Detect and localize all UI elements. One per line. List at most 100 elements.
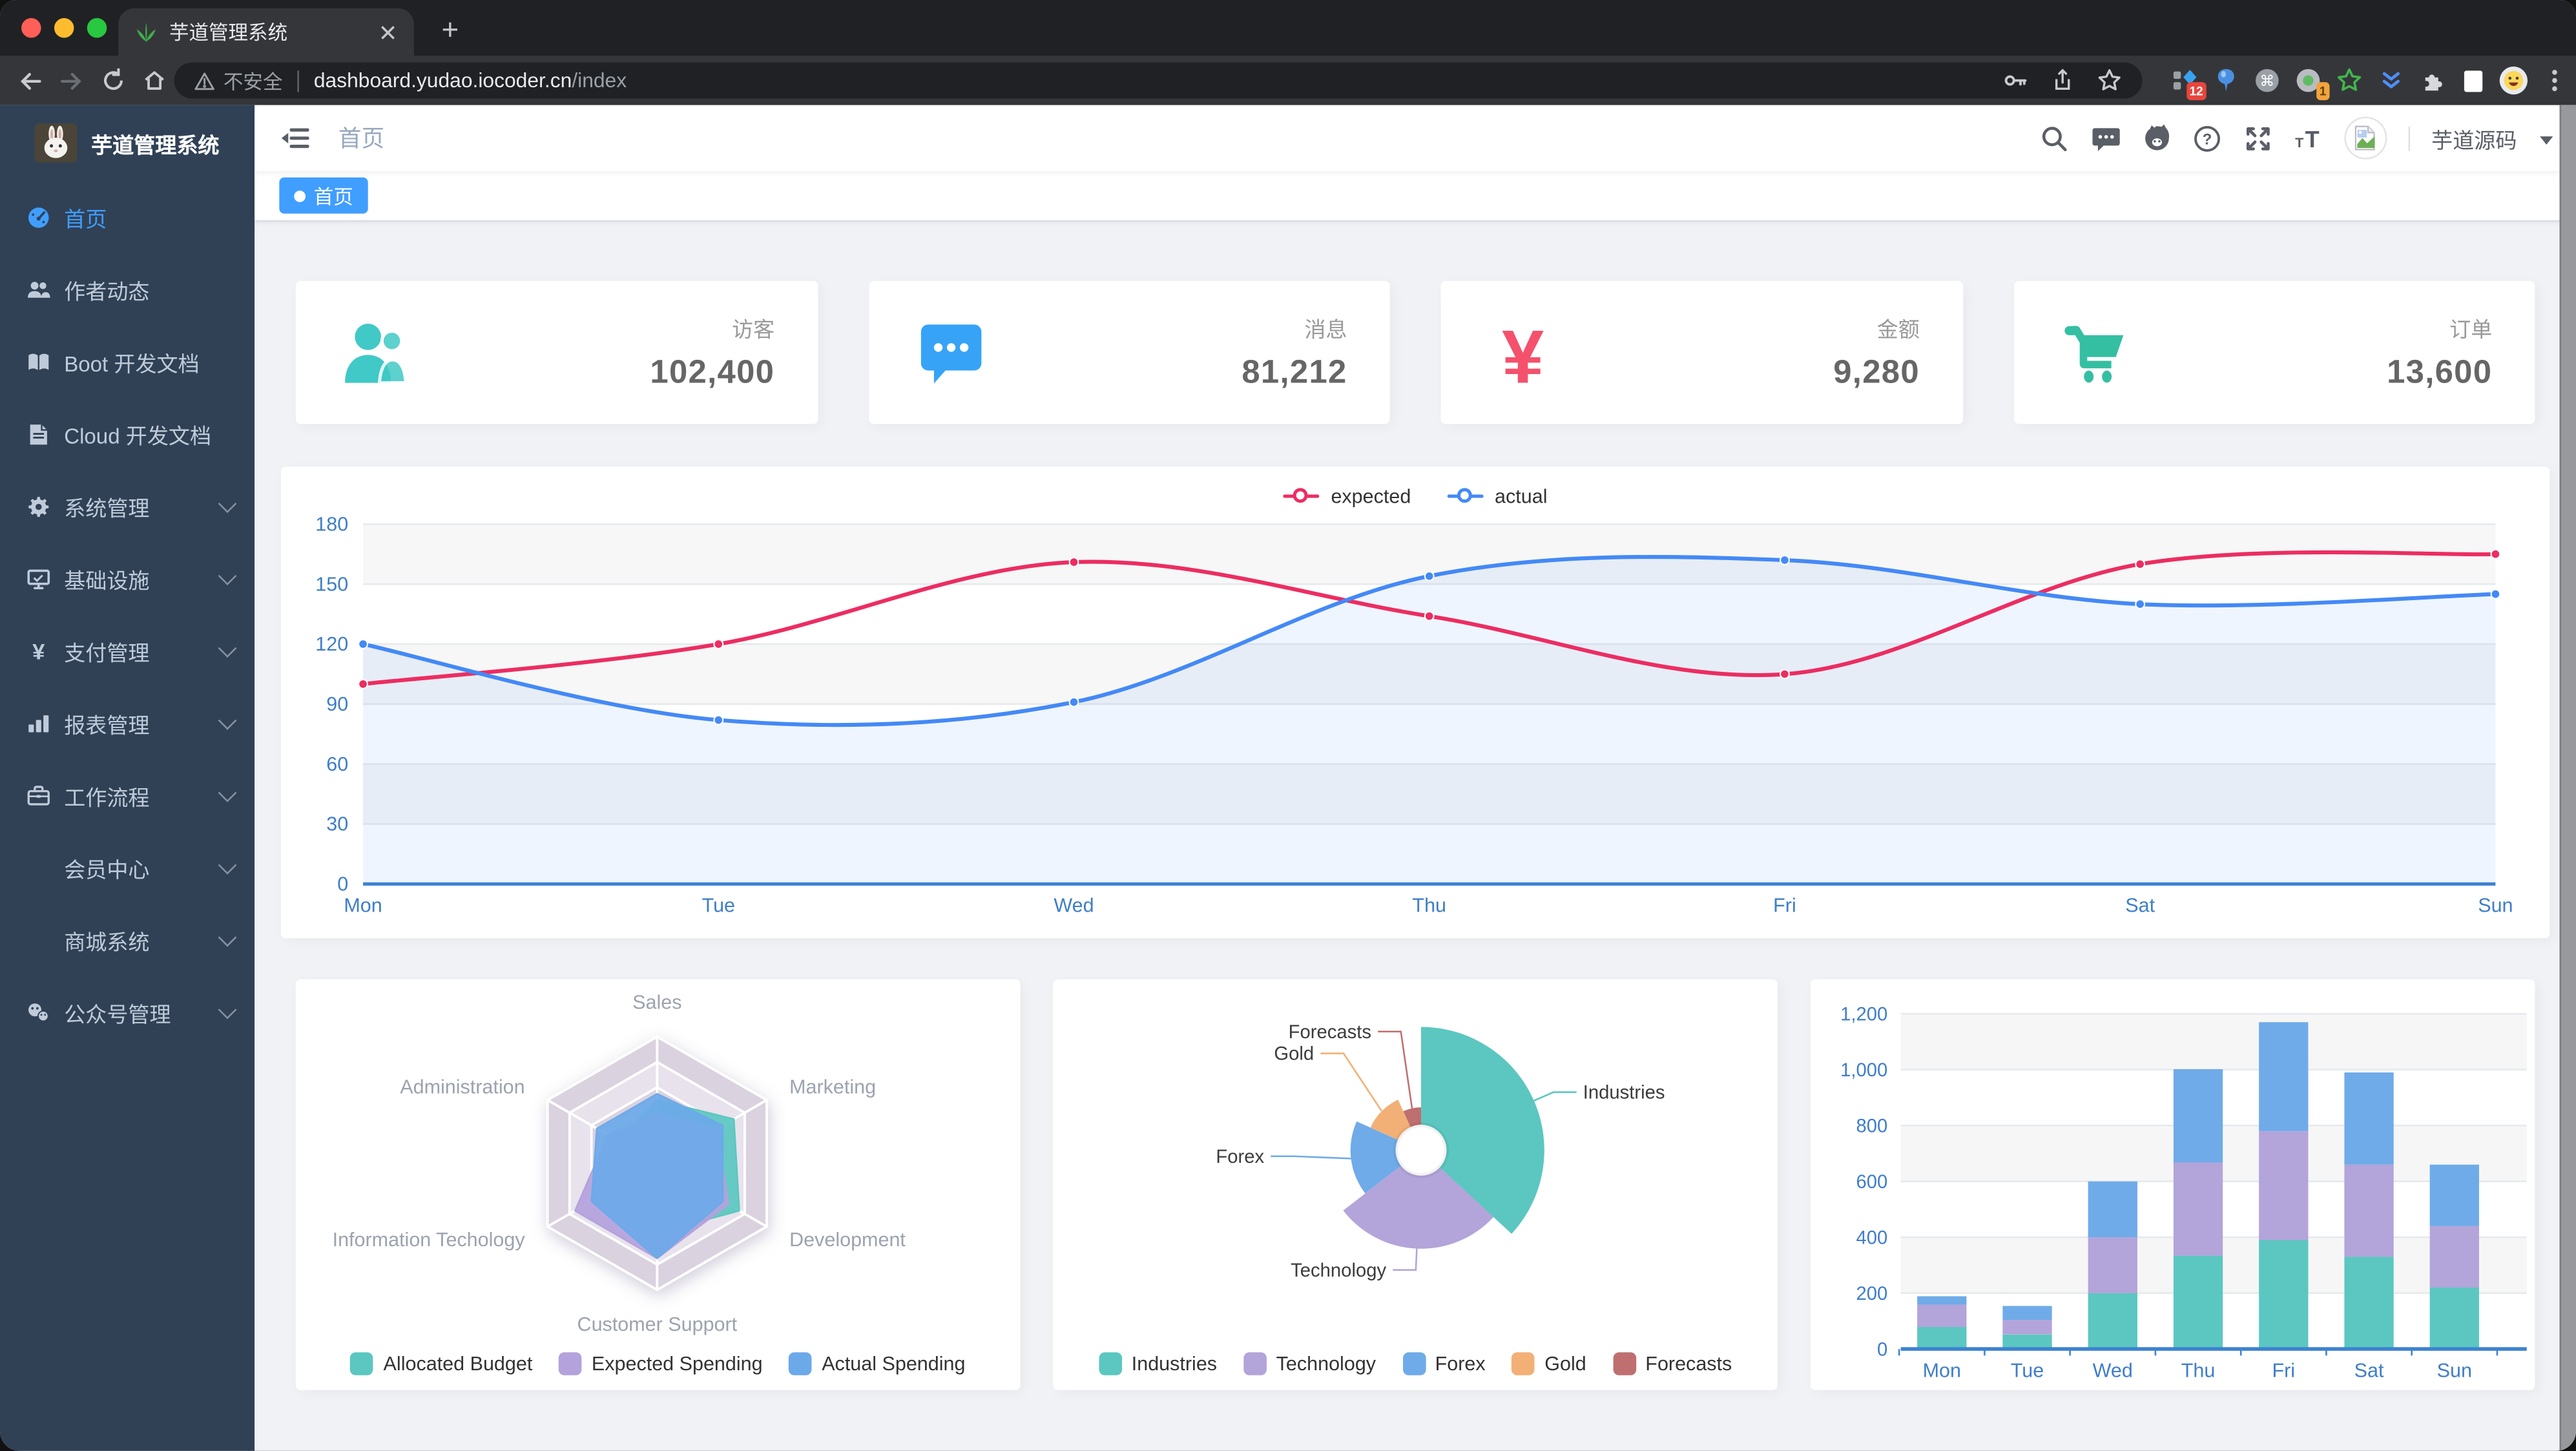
sidebar-menu: 首页 作者动态 Boot 开发文档 Cloud 开发文档 系统管理 xyxy=(0,181,254,1451)
zoom-window-button[interactable] xyxy=(87,17,107,38)
browser-menu-kebab-icon[interactable] xyxy=(2540,66,2570,96)
browser-tab[interactable]: 芋道管理系统 ✕ xyxy=(118,8,414,56)
sidebar-item-home[interactable]: 首页 xyxy=(0,181,254,253)
extension-command-icon[interactable]: ⌘ xyxy=(2252,66,2282,96)
sidebar-item-infra[interactable]: 基础设施 xyxy=(0,542,254,614)
svg-text:¥: ¥ xyxy=(32,639,45,663)
password-key-icon[interactable] xyxy=(2002,67,2029,94)
document-icon xyxy=(25,421,51,447)
svg-text:150: 150 xyxy=(315,573,348,595)
sidebar-item-label: 工作流程 xyxy=(64,784,150,809)
address-bar[interactable]: 不安全 dashboard.yudao.iocoder.cn/index xyxy=(174,62,2143,99)
browser-toolbar: 不安全 dashboard.yudao.iocoder.cn/index 12 … xyxy=(0,56,2576,105)
people-icon xyxy=(25,276,51,302)
radar-chart[interactable]: Sales Administration Information Techology… xyxy=(296,979,1021,1390)
sidebar-item-cloud-docs[interactable]: Cloud 开发文档 xyxy=(0,397,254,470)
sidebar-item-label: Cloud 开发文档 xyxy=(64,423,212,448)
sidebar-item-mall-system[interactable]: 商城系统 xyxy=(0,904,254,976)
help-icon[interactable]: ? xyxy=(2192,121,2225,154)
extension-grid-diamond-icon[interactable]: 12 xyxy=(2170,66,2207,101)
active-tag[interactable]: 首页 xyxy=(279,177,368,214)
share-icon[interactable] xyxy=(2050,67,2075,94)
sidebar-item-label: 基础设施 xyxy=(64,567,150,592)
browser-tabstrip: 芋道管理系统 ✕ + xyxy=(0,0,2576,56)
profile-avatar[interactable] xyxy=(2498,66,2528,96)
legend-item-forecasts[interactable]: Forecasts xyxy=(1612,1352,1732,1375)
collapse-sidebar-icon[interactable] xyxy=(278,120,314,156)
sidebar-item-member-center[interactable]: 会员中心 xyxy=(0,831,254,904)
stat-card-orders[interactable]: 订单 13,600 xyxy=(2013,280,2535,424)
sidebar-item-reports[interactable]: 报表管理 xyxy=(0,687,254,759)
window-controls xyxy=(21,17,107,38)
stat-card-messages[interactable]: 消息 81,212 xyxy=(868,280,1390,424)
tab-close-icon[interactable]: ✕ xyxy=(378,19,398,45)
legend-item-expected[interactable]: expected xyxy=(1283,485,1411,508)
search-icon[interactable] xyxy=(2039,121,2072,154)
username-label[interactable]: 芋道源码 xyxy=(2431,127,2517,152)
tag-label: 首页 xyxy=(313,185,353,208)
svg-text:Mon: Mon xyxy=(344,895,382,917)
side-panel-icon[interactable] xyxy=(2458,66,2488,96)
legend-chip xyxy=(789,1352,812,1375)
forward-icon[interactable] xyxy=(51,63,92,99)
page-scrollbar[interactable] xyxy=(2559,105,2576,1451)
sidebar-item-workflow[interactable]: 工作流程 xyxy=(0,759,254,831)
bookmark-star-icon[interactable] xyxy=(2096,67,2123,94)
bar-chart-icon xyxy=(25,710,51,736)
legend-item-expected-spending[interactable]: Expected Spending xyxy=(559,1352,763,1375)
legend-item-actual[interactable]: actual xyxy=(1447,485,1547,508)
security-label: 不安全 xyxy=(223,70,283,93)
sidebar-item-author[interactable]: 作者动态 xyxy=(0,253,254,326)
svg-text:Thu: Thu xyxy=(2181,1359,2216,1381)
github-icon[interactable] xyxy=(2141,121,2174,154)
svg-text:Fri: Fri xyxy=(2272,1359,2295,1381)
monitor-icon xyxy=(25,565,51,592)
legend-chip xyxy=(1511,1352,1535,1375)
home-icon[interactable] xyxy=(133,63,174,99)
minimize-window-button[interactable] xyxy=(54,17,74,38)
caret-down-icon[interactable] xyxy=(2540,135,2553,144)
sidebar-item-wechat-mp[interactable]: 公众号管理 xyxy=(0,976,254,1049)
legend-item-industries[interactable]: Industries xyxy=(1098,1352,1217,1375)
back-icon[interactable] xyxy=(10,63,51,99)
extension-camera-icon[interactable]: 1 xyxy=(2294,66,2330,101)
stacked-bar-chart[interactable]: Mon Tue Wed Thu Fri Sat Sun 0 200 400 600 800 1,000 1… xyxy=(1811,979,2535,1390)
sidebar-item-label: 公众号管理 xyxy=(64,1001,171,1027)
legend-item-forex[interactable]: Forex xyxy=(1402,1352,1486,1375)
user-avatar-broken-image-icon[interactable] xyxy=(2344,116,2387,160)
legend-item-gold[interactable]: Gold xyxy=(1511,1352,1586,1375)
extensions-puzzle-icon[interactable] xyxy=(2416,66,2446,96)
breadcrumb[interactable]: 首页 xyxy=(338,125,385,151)
legend-item-technology[interactable]: Technology xyxy=(1243,1352,1376,1375)
extension-chevrons-icon[interactable] xyxy=(2376,66,2405,96)
sidebar-logo[interactable]: 芋道管理系统 xyxy=(0,105,254,181)
reload-icon[interactable] xyxy=(92,63,133,99)
sidebar: 芋道管理系统 首页 作者动态 Boot 开发文档 Cloud 开发文档 xyxy=(0,105,255,1451)
chevron-down-icon xyxy=(218,639,237,658)
stat-card-visitors[interactable]: 访客 102,400 xyxy=(295,280,818,424)
sidebar-item-boot-docs[interactable]: Boot 开发文档 xyxy=(0,326,254,398)
sidebar-item-system[interactable]: 系统管理 xyxy=(0,470,254,542)
stat-card-amount[interactable]: ¥ 金额 9,280 xyxy=(1440,280,1963,424)
fullscreen-icon[interactable] xyxy=(2243,121,2276,154)
chevron-down-icon xyxy=(218,567,237,586)
sidebar-item-label: 支付管理 xyxy=(64,640,150,665)
message-icon[interactable] xyxy=(2090,121,2123,154)
stat-value: 81,212 xyxy=(1241,355,1347,391)
sidebar-item-payment[interactable]: ¥ 支付管理 xyxy=(0,614,254,687)
chevron-down-icon xyxy=(218,711,237,730)
svg-text:Information Techology: Information Techology xyxy=(333,1229,526,1251)
new-tab-button[interactable]: + xyxy=(441,12,459,45)
close-window-button[interactable] xyxy=(21,17,41,38)
svg-text:800: 800 xyxy=(1856,1116,1888,1136)
extension-green-star-icon[interactable] xyxy=(2334,66,2364,96)
pie-chart[interactable]: Industries Technology Forex Gold Forecasts xyxy=(1053,979,1778,1390)
gear-icon xyxy=(25,493,51,519)
extension-balloon-icon[interactable] xyxy=(2211,66,2241,96)
svg-text:Forecasts: Forecasts xyxy=(1289,1022,1371,1043)
line-chart[interactable]: 0 30 60 90 120 150 180 Mon Tue Wed Thu Fri Sat Sun xyxy=(281,466,2550,938)
legend-item-actual-spending[interactable]: Actual Spending xyxy=(789,1352,966,1375)
svg-text:Wed: Wed xyxy=(1054,895,1094,917)
legend-item-allocated-budget[interactable]: Allocated Budget xyxy=(350,1352,532,1375)
